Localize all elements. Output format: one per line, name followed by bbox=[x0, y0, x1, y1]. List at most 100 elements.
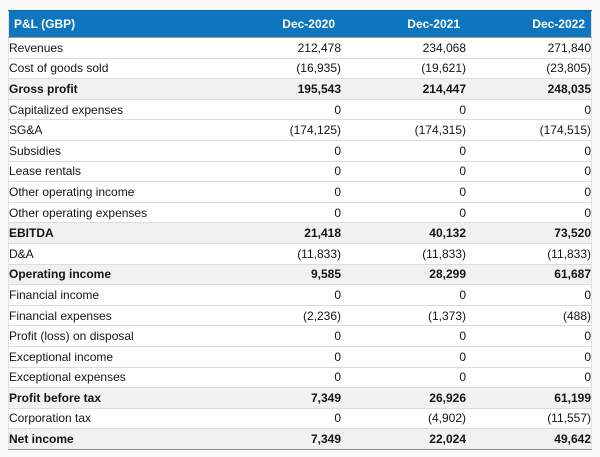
column-header-dec-2021: Dec-2021 bbox=[341, 10, 466, 38]
table-row: Exceptional expenses 0 0 0 bbox=[8, 367, 592, 389]
cell-value: 61,199 bbox=[466, 387, 592, 409]
cell-value: 40,132 bbox=[341, 222, 466, 244]
cell-value: 21,418 bbox=[216, 222, 341, 244]
cell-value: 212,478 bbox=[216, 37, 341, 59]
table-row-subtotal: Profit before tax 7,349 26,926 61,199 bbox=[8, 387, 592, 409]
cell-value: (488) bbox=[466, 305, 592, 327]
row-label: Gross profit bbox=[8, 78, 216, 100]
cell-value: 0 bbox=[341, 346, 466, 368]
row-label: Financial expenses bbox=[8, 305, 216, 327]
cell-value: 0 bbox=[216, 202, 341, 224]
cell-value: 9,585 bbox=[216, 263, 341, 286]
row-label: Operating income bbox=[8, 263, 216, 286]
cell-value: (2,236) bbox=[216, 305, 341, 327]
cell-value: 0 bbox=[216, 161, 341, 183]
row-label: D&A bbox=[8, 243, 216, 265]
pnl-table: P&L (GBP) Dec-2020 Dec-2021 Dec-2022 Rev… bbox=[8, 10, 592, 450]
row-label: Exceptional income bbox=[8, 346, 216, 368]
cell-value: 0 bbox=[466, 346, 592, 368]
cell-value: (16,935) bbox=[216, 58, 341, 80]
cell-value: 0 bbox=[466, 99, 592, 121]
cell-value: (11,833) bbox=[216, 243, 341, 265]
cell-value: 0 bbox=[466, 140, 592, 162]
cell-value: 7,349 bbox=[216, 428, 341, 450]
row-label: Lease rentals bbox=[8, 161, 216, 183]
cell-value: 0 bbox=[341, 367, 466, 389]
row-label: Other operating expenses bbox=[8, 202, 216, 224]
table-row: Other operating income 0 0 0 bbox=[8, 181, 592, 203]
cell-value: 0 bbox=[341, 181, 466, 203]
table-row: Subsidies 0 0 0 bbox=[8, 140, 592, 162]
cell-value: 0 bbox=[341, 202, 466, 224]
row-label: EBITDA bbox=[8, 222, 216, 244]
cell-value: 0 bbox=[216, 140, 341, 162]
page: { "table": { "title": "P&L (GBP)", "colu… bbox=[0, 10, 600, 457]
cell-value: 234,068 bbox=[341, 37, 466, 59]
table-row: Cost of goods sold (16,935) (19,621) (23… bbox=[8, 58, 592, 80]
table-row-subtotal: EBITDA 21,418 40,132 73,520 bbox=[8, 222, 592, 244]
row-label: Cost of goods sold bbox=[8, 58, 216, 80]
header-row: P&L (GBP) Dec-2020 Dec-2021 Dec-2022 bbox=[8, 10, 592, 38]
table-row: Profit (loss) on disposal 0 0 0 bbox=[8, 325, 592, 347]
cell-value: 73,520 bbox=[466, 222, 592, 244]
table-row: Exceptional income 0 0 0 bbox=[8, 346, 592, 368]
row-label: SG&A bbox=[8, 119, 216, 141]
cell-value: (174,125) bbox=[216, 119, 341, 141]
cell-value: 214,447 bbox=[341, 78, 466, 100]
cell-value: 0 bbox=[216, 284, 341, 306]
cell-value: (1,373) bbox=[341, 305, 466, 327]
table-row: Capitalized expenses 0 0 0 bbox=[8, 99, 592, 121]
row-label: Subsidies bbox=[8, 140, 216, 162]
cell-value: 0 bbox=[341, 140, 466, 162]
cell-value: 0 bbox=[341, 284, 466, 306]
cell-value: 0 bbox=[466, 325, 592, 347]
table-row: Financial income 0 0 0 bbox=[8, 284, 592, 306]
cell-value: 61,687 bbox=[466, 263, 592, 286]
cell-value: 0 bbox=[466, 202, 592, 224]
cell-value: (174,315) bbox=[341, 119, 466, 141]
table-row: SG&A (174,125) (174,315) (174,515) bbox=[8, 119, 592, 141]
row-label: Profit before tax bbox=[8, 387, 216, 409]
cell-value: 0 bbox=[216, 367, 341, 389]
cell-value: (11,833) bbox=[341, 243, 466, 265]
cell-value: (23,805) bbox=[466, 58, 592, 80]
cell-value: (11,557) bbox=[466, 408, 592, 430]
cell-value: (174,515) bbox=[466, 119, 592, 141]
column-header-dec-2022: Dec-2022 bbox=[466, 10, 592, 38]
row-label: Revenues bbox=[8, 37, 216, 59]
table-row: Revenues 212,478 234,068 271,840 bbox=[8, 37, 592, 59]
table-row: Financial expenses (2,236) (1,373) (488) bbox=[8, 305, 592, 327]
table-row-subtotal: Gross profit 195,543 214,447 248,035 bbox=[8, 78, 592, 100]
cell-value: 0 bbox=[466, 181, 592, 203]
cell-value: 248,035 bbox=[466, 78, 592, 100]
cell-value: 195,543 bbox=[216, 78, 341, 100]
cell-value: 0 bbox=[341, 161, 466, 183]
cell-value: 28,299 bbox=[341, 263, 466, 286]
row-label: Exceptional expenses bbox=[8, 367, 216, 389]
cell-value: 0 bbox=[466, 161, 592, 183]
cell-value: 0 bbox=[216, 325, 341, 347]
cell-value: 22,024 bbox=[341, 428, 466, 450]
cell-value: 271,840 bbox=[466, 37, 592, 59]
cell-value: 26,926 bbox=[341, 387, 466, 409]
cell-value: (4,902) bbox=[341, 408, 466, 430]
cell-value: 0 bbox=[466, 284, 592, 306]
column-header-dec-2020: Dec-2020 bbox=[216, 10, 341, 38]
table-row: D&A (11,833) (11,833) (11,833) bbox=[8, 243, 592, 265]
pnl-table-container: P&L (GBP) Dec-2020 Dec-2021 Dec-2022 Rev… bbox=[8, 10, 592, 450]
cell-value: 0 bbox=[466, 367, 592, 389]
row-label: Profit (loss) on disposal bbox=[8, 325, 216, 347]
cell-value: (19,621) bbox=[341, 58, 466, 80]
row-label: Net income bbox=[8, 428, 216, 450]
cell-value: 0 bbox=[216, 99, 341, 121]
table-row-subtotal: Operating income 9,585 28,299 61,687 bbox=[8, 263, 592, 286]
row-label: Other operating income bbox=[8, 181, 216, 203]
row-label: Capitalized expenses bbox=[8, 99, 216, 121]
table-title: P&L (GBP) bbox=[8, 10, 216, 38]
row-label: Financial income bbox=[8, 284, 216, 306]
cell-value: 49,642 bbox=[466, 428, 592, 450]
table-row-subtotal: Net income 7,349 22,024 49,642 bbox=[8, 428, 592, 450]
cell-value: 0 bbox=[216, 346, 341, 368]
table-row: Lease rentals 0 0 0 bbox=[8, 161, 592, 183]
table-row: Other operating expenses 0 0 0 bbox=[8, 202, 592, 224]
